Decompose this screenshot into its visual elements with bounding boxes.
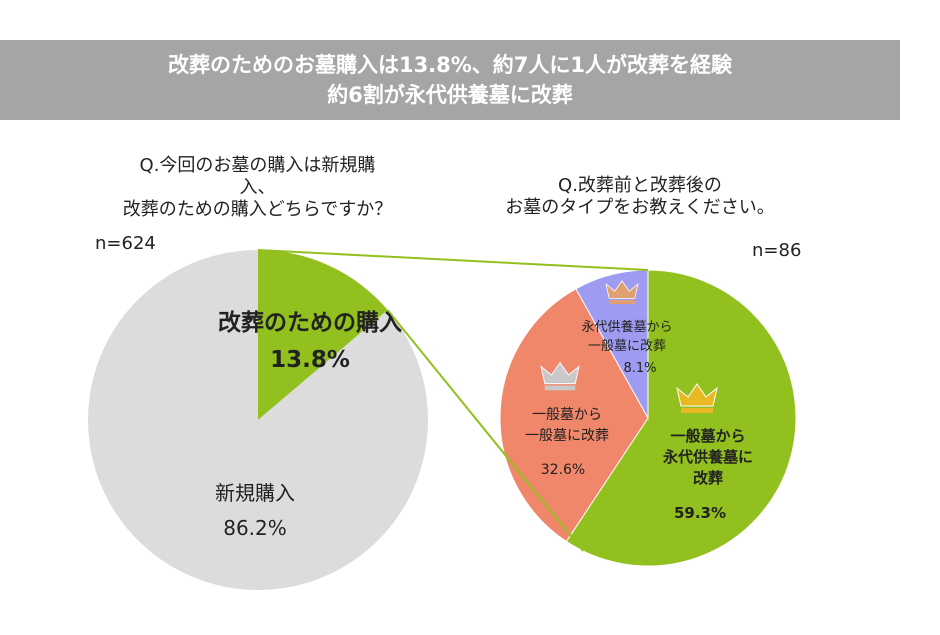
right-slice-1-label-line-2: 永代供養墓に xyxy=(662,448,753,466)
left-pie-slice-2 xyxy=(87,250,429,590)
left-question: Q.今回のお墓の購入は新規購 入、 改葬のための購入どちらですか？ xyxy=(85,155,430,221)
left-question-line-2: 入、 xyxy=(239,177,276,198)
left-slice-1-value: 13.8% xyxy=(270,347,350,373)
right-slice-2-label-line-2: 一般墓に改葬 xyxy=(525,428,609,444)
right-slice-3-label-line-2: 一般墓に改葬 xyxy=(588,338,666,354)
gold-crown-icon-base xyxy=(681,408,713,413)
right-sample-size: n=86 xyxy=(752,240,802,261)
title-banner: 改葬のためのお墓購入は13.8%、約7人に1人が改葬を経験 約6割が永代供養墓に… xyxy=(0,40,900,120)
bronze-crown-icon xyxy=(605,280,639,304)
connector-line-bottom xyxy=(386,309,584,552)
silver-crown-icon-base xyxy=(544,385,576,391)
right-slice-1-value: 59.3% xyxy=(674,504,726,522)
title-line-2: 約6割が永代供養墓に改葬 xyxy=(327,83,573,107)
gold-crown-icon-shape xyxy=(676,383,718,407)
right-slice-3-value: 8.1% xyxy=(623,361,656,376)
left-question-line-3: 改葬のための購入どちらですか？ xyxy=(122,199,393,220)
connector-line-top xyxy=(257,249,649,271)
right-slice-2-value: 32.6% xyxy=(541,462,585,478)
right-question-line-1: Q.改葬前と改葬後の xyxy=(558,175,722,196)
silver-crown-icon xyxy=(540,361,580,391)
left-slice-2-label: 新規購入 xyxy=(215,481,295,505)
right-pie-slice-1 xyxy=(565,269,797,567)
left-pie-slice-1 xyxy=(258,250,388,420)
left-sample-size: n=624 xyxy=(95,233,156,254)
left-question-line-1: Q.今回のお墓の購入は新規購 xyxy=(139,155,376,176)
bronze-crown-icon-shape xyxy=(605,280,639,299)
left-slice-1-label: 改葬のための購入 xyxy=(218,309,402,336)
right-slice-2-label-line-1: 一般墓から xyxy=(532,407,602,423)
right-slice-1-label-line-1: 一般墓から xyxy=(670,427,745,445)
title-line-1: 改葬のためのお墓購入は13.8%、約7人に1人が改葬を経験 xyxy=(167,53,733,77)
right-question-line-2: お墓のタイプをお教えください。 xyxy=(505,197,775,218)
right-slice-3-label-line-1: 永代供養墓から xyxy=(581,319,672,335)
right-question: Q.改葬前と改葬後の お墓のタイプをお教えください。 xyxy=(470,175,810,219)
silver-crown-icon-shape xyxy=(540,361,580,385)
bronze-crown-icon-base xyxy=(609,300,635,304)
gold-crown-icon xyxy=(676,383,718,413)
left-slice-2-value: 86.2% xyxy=(223,516,287,540)
right-slice-1-label-line-3: 改葬 xyxy=(693,469,723,487)
